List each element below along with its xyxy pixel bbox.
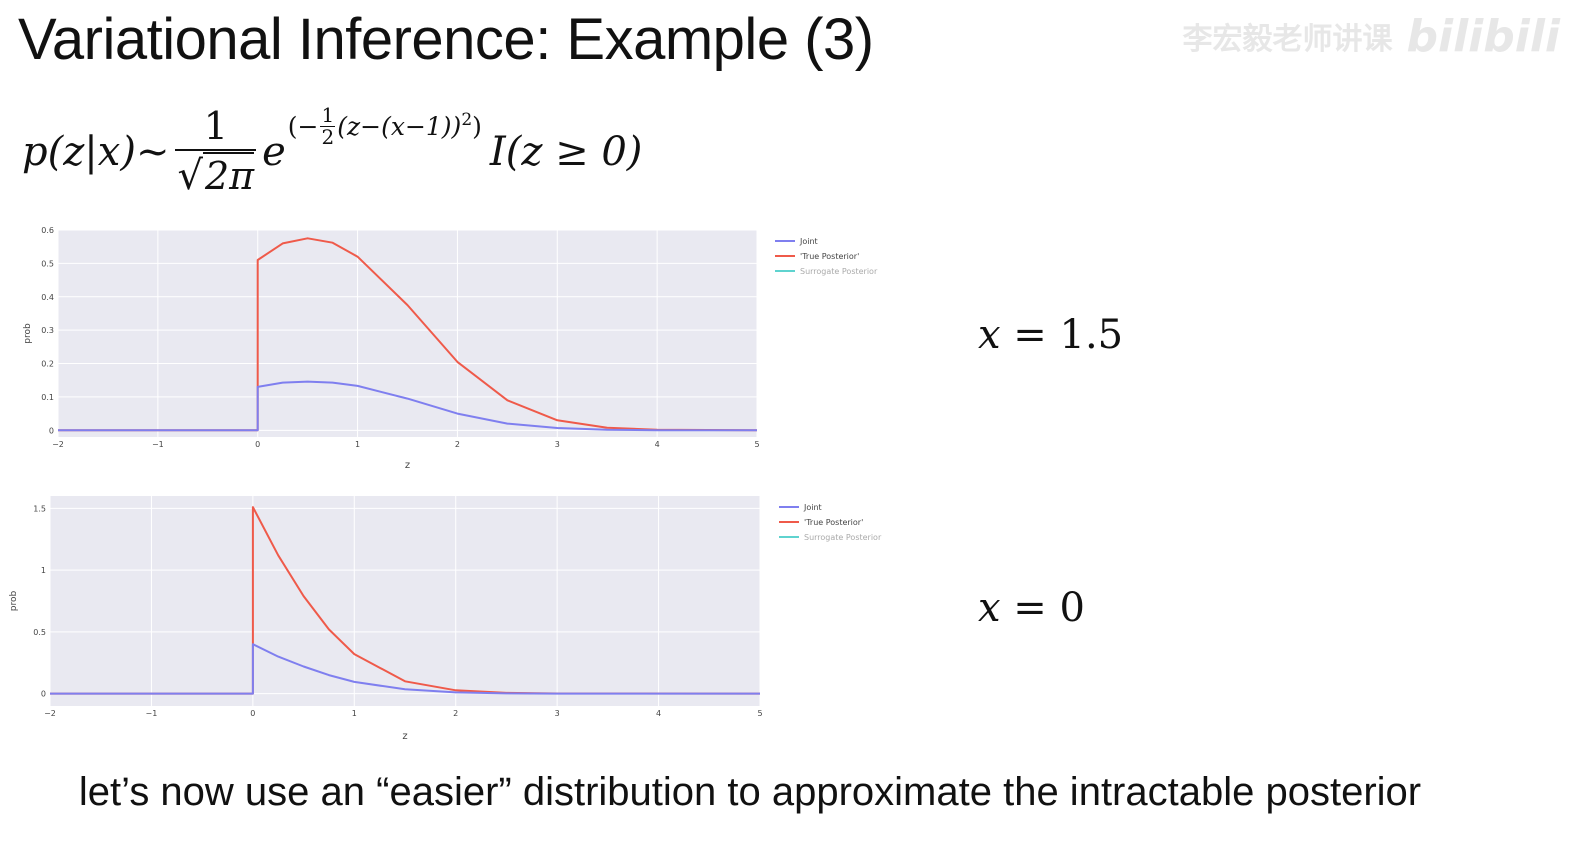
plot-1-xtick-label: 5 <box>754 440 759 449</box>
plot-1-xtick-label: −1 <box>152 440 164 449</box>
formula-exp-fraction: 1 2 <box>320 102 336 149</box>
plot-1-ytick-label: 0.3 <box>41 326 54 335</box>
plot-1-ytick-label: 0.5 <box>41 259 54 268</box>
plot-2-xtick-label: −2 <box>44 709 56 718</box>
plot-2-xlabel: z <box>402 731 407 742</box>
plot-2-xtick-label: 1 <box>352 709 357 718</box>
plot-2-area <box>50 496 760 706</box>
plot-1-ytick-label: 0.2 <box>41 360 54 369</box>
formula-frac-denominator: √2π <box>175 149 257 201</box>
plot-2-xtick-label: 5 <box>757 709 762 718</box>
formula-indicator: I <box>489 129 506 175</box>
plot-2-xtick-label: −1 <box>146 709 158 718</box>
plot-1-ytick-label: 0.6 <box>41 226 54 235</box>
sqrt-icon: √ <box>177 153 203 199</box>
plot-2-series-line <box>50 643 760 695</box>
plot-1-xtick-label: 2 <box>455 440 460 449</box>
plot-1-ytick-label: 0.4 <box>41 293 54 302</box>
plot-1-xlabel: z <box>405 460 410 471</box>
annotation-x-2: x = 0 <box>978 585 1085 631</box>
formula-frac-numerator: 1 <box>203 104 228 148</box>
formula-indicator-arg: (z ≥ 0) <box>505 129 643 175</box>
plot-1-series-line <box>58 380 758 432</box>
plot-1-ytick-label: 0 <box>49 426 54 435</box>
plot-2-ytick-label: 1.5 <box>33 504 46 513</box>
formula-exp-close: ) <box>472 111 482 141</box>
plot-1-xtick-label: 3 <box>555 440 560 449</box>
plot-1-xtick-label: 1 <box>355 440 360 449</box>
annotation-x-1-prefix: x = <box>978 312 1060 358</box>
plot-2-legend-label: Joint <box>803 503 822 512</box>
annotation-x-1-value: 1.5 <box>1059 312 1124 358</box>
plot-1-xtick-label: 0 <box>255 440 260 449</box>
plot-2-legend-label: Surrogate Posterior <box>804 533 882 542</box>
formula-exp-frac-num: 1 <box>321 102 335 127</box>
plot-1-xtick-label: 4 <box>655 440 660 449</box>
plot-1-legend-label: Surrogate Posterior <box>800 267 878 276</box>
plot-2-legend-label: 'True Posterior' <box>804 518 863 527</box>
watermark-text: 李宏毅老师讲课 <box>1182 22 1393 57</box>
plot-2-ylabel: prob <box>9 590 19 611</box>
plot-1-ylabel: prob <box>23 323 33 344</box>
formula-sqrt-body: 2π <box>202 152 255 198</box>
plot-1-legend-label: 'True Posterior' <box>800 252 859 261</box>
formula-fraction: 1 √2π <box>175 103 257 201</box>
plot-2-ytick-label: 0 <box>41 690 46 699</box>
formula-exp-body: (z−(x−1)) <box>337 111 462 141</box>
plot-2-xtick-label: 0 <box>250 709 255 718</box>
slide-title: Variational Inference: Example (3) <box>18 7 874 72</box>
formula-exponent: (− 1 2 (z−(x−1)) 2 ) <box>287 102 482 149</box>
annotation-x-2-prefix: x = <box>978 585 1060 631</box>
formula-sim: ~ <box>135 129 170 175</box>
plot-1-area <box>58 230 757 437</box>
formula-exp-base: e <box>262 129 286 175</box>
plot-1-legend-label: Joint <box>799 237 818 246</box>
plot-2-ytick-label: 0.5 <box>33 628 46 637</box>
posterior-formula: p(z|x) ~ 1 √2π e (− 1 2 (z−(x−1)) 2 ) I … <box>22 92 642 212</box>
plot-1-xtick-label: −2 <box>52 440 64 449</box>
formula-exp-square: 2 <box>461 110 473 130</box>
plot-2-ytick-label: 1 <box>41 566 46 575</box>
plot-1-ytick-label: 0.1 <box>41 393 54 402</box>
annotation-x-2-value: 0 <box>1059 585 1085 631</box>
formula-exp-frac-den: 2 <box>320 124 336 149</box>
plot-2-xtick-label: 2 <box>453 709 458 718</box>
plot-2-xtick-label: 3 <box>555 709 560 718</box>
slide-caption: let’s now use an “easier” distribution t… <box>78 770 1422 814</box>
bilibili-logo-icon: bilibili <box>1406 10 1560 62</box>
plot-2-xtick-label: 4 <box>656 709 661 718</box>
formula-exp-open: (− <box>287 111 319 141</box>
formula-lhs: p(z|x) <box>22 129 136 175</box>
annotation-x-1: x = 1.5 <box>978 312 1123 358</box>
watermark: 李宏毅老师讲课 bilibili <box>1183 8 1560 64</box>
plot-1-series-line <box>58 237 758 432</box>
